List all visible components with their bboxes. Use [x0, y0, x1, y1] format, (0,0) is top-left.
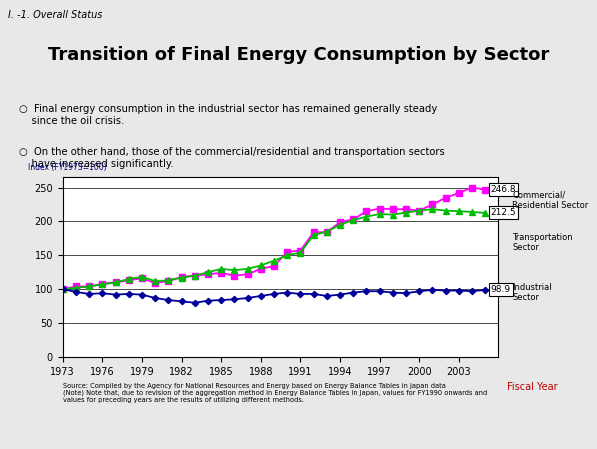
- Text: Industrial
Sector: Industrial Sector: [512, 283, 552, 303]
- Text: Transition of Final Energy Consumption by Sector: Transition of Final Energy Consumption b…: [48, 46, 549, 64]
- Text: Transportation
Sector: Transportation Sector: [512, 233, 573, 252]
- Text: Fiscal Year: Fiscal Year: [507, 382, 558, 392]
- Text: Commercial/
Residential Sector: Commercial/ Residential Sector: [512, 190, 589, 210]
- Text: 98.9: 98.9: [491, 286, 510, 295]
- Text: Index (FY1973=100): Index (FY1973=100): [28, 163, 106, 172]
- Text: 246.8: 246.8: [491, 185, 516, 194]
- Text: I. -1. Overall Status: I. -1. Overall Status: [8, 10, 102, 20]
- Text: Source: Compiled by the Agency for National Resources and Energy based on Energy: Source: Compiled by the Agency for Natio…: [63, 383, 487, 403]
- Text: 212.5: 212.5: [491, 208, 516, 217]
- Text: ○  Final energy consumption in the industrial sector has remained generally stea: ○ Final energy consumption in the indust…: [19, 104, 438, 126]
- Text: ○  On the other hand, those of the commercial/residential and transportation sec: ○ On the other hand, those of the commer…: [19, 147, 445, 169]
